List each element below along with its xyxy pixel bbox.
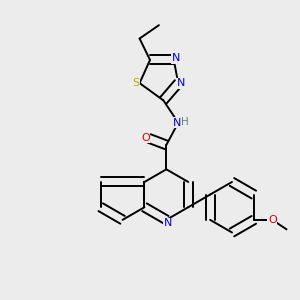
Text: N: N (164, 218, 172, 228)
Text: H: H (181, 117, 189, 127)
Text: N: N (172, 118, 181, 128)
Text: S: S (133, 78, 140, 88)
Text: N: N (172, 53, 180, 64)
Text: N: N (177, 78, 185, 88)
Text: O: O (268, 214, 277, 224)
Text: O: O (141, 133, 150, 142)
